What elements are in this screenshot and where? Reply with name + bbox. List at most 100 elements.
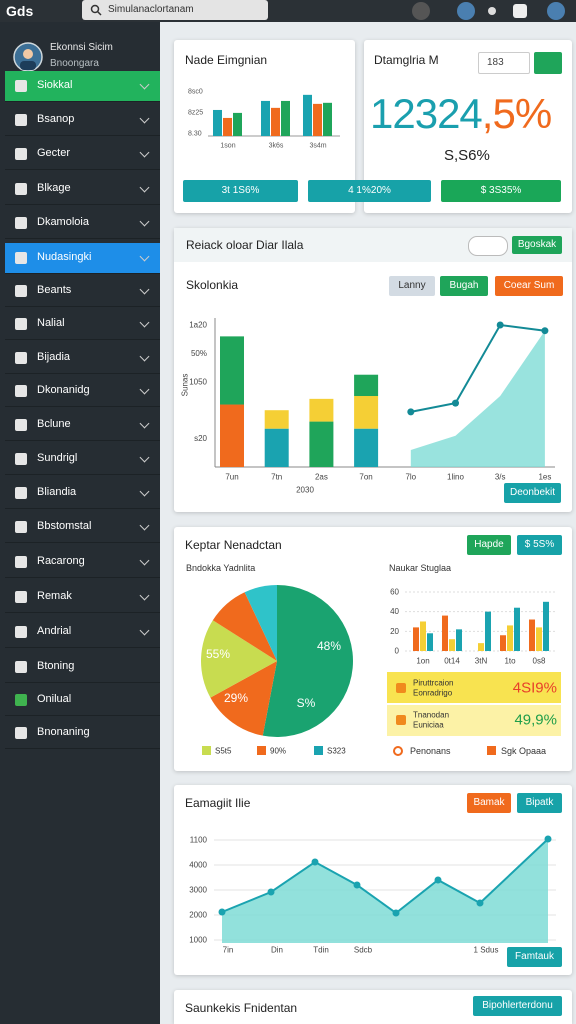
apps-icon[interactable] [513,4,527,18]
menu-item[interactable]: Onilual [5,685,160,716]
header-button[interactable]: Bgoskak [512,236,562,254]
menu-icon [15,521,27,533]
menu-item[interactable]: Siokkal [5,71,160,102]
menu-icon [15,285,27,297]
header-button[interactable]: Bipohlerterdonu [473,996,562,1016]
chevron [139,147,150,158]
menu-label: Andrial [37,625,72,637]
menu-label: Sundrigl [37,452,78,464]
menu-item[interactable]: Sundrigl [5,444,160,475]
menu-icon [15,318,27,330]
menu-item[interactable]: Blkage [5,174,160,205]
menu-item[interactable]: Bliandia [5,478,160,509]
menu-label: Racarong [37,555,85,567]
header-button[interactable]: Bipatk [517,793,562,813]
user-role: Bnoongara [50,58,99,69]
breakdown-card: Keptar Nenadctan Hapde $ 5S% [174,527,572,771]
avatar[interactable] [457,2,475,20]
stat-button[interactable]: 4 1%20% [308,180,431,202]
menu-item[interactable]: Dkonanidg [5,376,160,407]
filter-button[interactable]: Bugah [440,276,488,296]
section-title: Skolonkia [186,278,239,292]
toggle[interactable] [468,236,508,256]
search-text: Simulanaclortanam [108,4,194,15]
menu-label: Siokkal [37,79,73,91]
chevron [139,182,150,193]
stat-button[interactable]: $ 3S35% [441,180,561,202]
menu-label: Gecter [37,147,71,159]
chevron [139,79,150,90]
menu-label: Dkonanidg [37,384,90,396]
menu-label: Onilual [37,693,72,705]
stat-button[interactable]: 3t 1S6% [183,180,298,202]
menu-icon [15,80,27,92]
footer-button[interactable]: Deonbekit [504,483,561,503]
menu-label: Dkamoloia [37,216,89,228]
menu-icon [15,727,27,739]
chevron [139,216,150,227]
report-card: Reiack oloar Diar Ilala Bgoskak Skolonki… [174,228,572,512]
logo[interactable]: Gds [6,3,34,19]
footer-card: Saunkekis Fnidentan Bipohlerterdonu [174,990,572,1024]
search-box[interactable]: Simulanaclortanam [82,0,268,20]
big-number-suffix: ,5% [481,90,552,137]
user-avatar [13,42,43,72]
chevron [139,251,150,262]
filter-button[interactable]: Lanny [389,276,435,296]
menu-label: Btoning [37,660,75,672]
menu-item[interactable]: Racarong [5,547,160,578]
card-title: Reiack oloar Diar Ilala [186,238,304,252]
input-value: 183 [487,57,504,68]
chevron [139,625,150,636]
menu-item[interactable]: Remak [5,582,160,613]
top-icons [412,2,565,20]
menu-item[interactable]: Gecter [5,139,160,170]
menu-item[interactable]: Dkamoloia [5,208,160,239]
menu-label: Nalial [37,317,65,329]
menu-item[interactable]: Nalial [5,309,160,340]
summary-row [387,672,561,703]
menu-icon [15,352,27,364]
menu-item[interactable]: Andrial [5,617,160,648]
menu-icon [15,217,27,229]
footer-button[interactable]: Famtauk [507,947,562,967]
header-button[interactable]: $ 5S% [517,535,562,555]
menu-icon [15,453,27,465]
expand-button[interactable] [534,52,562,74]
topbar: Gds Simulanaclortanam [0,0,576,22]
sidebar: Ekonnsi Sicim Bnoongara Siokkal Bsanop Gec… [0,22,160,1024]
menu-label: Bliandia [37,486,77,498]
header-button[interactable]: Bamak [467,793,511,813]
settings-icon[interactable] [488,7,496,15]
chevron [139,284,150,295]
menu-item[interactable]: Bsanop [5,105,160,136]
menu-item[interactable]: Btoning [5,652,160,683]
menu-label: Bbstomstal [37,520,92,532]
user-name: Ekonnsi Sicim [50,42,113,53]
menu-icon [15,252,27,264]
big-number-main: 12324 [370,90,483,137]
chevron [139,486,150,497]
card-title: Nade Eimgnian [185,53,268,67]
header-button[interactable]: Hapde [467,535,511,555]
card-title: Saunkekis Fnidentan [185,1001,298,1015]
number-input[interactable]: 183 [478,52,530,74]
menu-item[interactable]: Beants [5,276,160,307]
menu-item[interactable]: Bnonaning [5,718,160,749]
chevron [139,418,150,429]
card-title: Keptar Nenadctan [185,538,282,552]
icon[interactable] [412,2,430,20]
filter-button[interactable]: Coear Sum [495,276,563,296]
avatar[interactable] [547,2,565,20]
menu-item[interactable]: Nudasingki [5,243,160,274]
chevron [139,520,150,531]
big-number: 12324,5% [370,90,552,138]
menu-item[interactable]: Bbstomstal [5,512,160,543]
menu-item[interactable]: Bclune [5,410,160,441]
menu-icon [15,626,27,638]
menu-label: Beants [37,284,72,296]
menu-item[interactable]: Bijadia [5,343,160,374]
menu-label: Bijadia [37,351,71,363]
menu-icon [15,661,27,673]
